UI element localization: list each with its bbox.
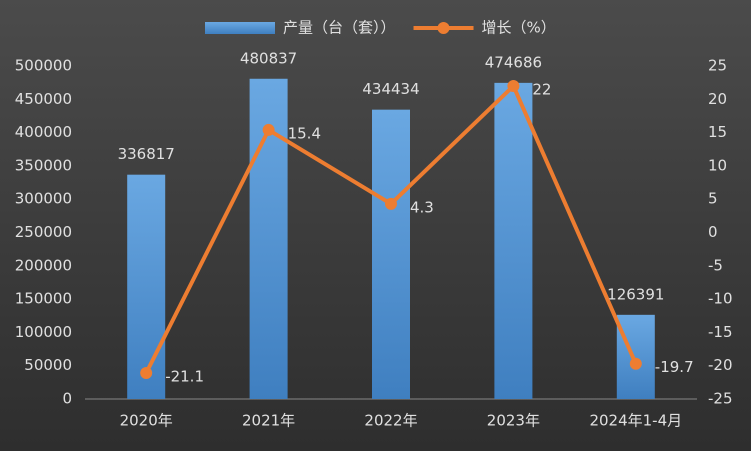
legend-swatch bbox=[205, 22, 275, 34]
bar-value-label: 126391 bbox=[607, 285, 664, 303]
line-value-label: -19.7 bbox=[655, 358, 694, 376]
y2-tick-label: 20 bbox=[708, 90, 727, 108]
y-tick-label: 100000 bbox=[15, 323, 72, 341]
legend-label: 产量（台（套）） bbox=[283, 19, 396, 37]
legend-swatch bbox=[437, 22, 450, 34]
line-value-label: -21.1 bbox=[165, 368, 204, 386]
x-tick-label: 2020年 bbox=[120, 412, 173, 430]
line-point bbox=[507, 79, 520, 92]
y-tick-label: 250000 bbox=[15, 223, 72, 241]
line-point bbox=[140, 367, 153, 380]
x-tick-label: 2021年 bbox=[242, 412, 295, 430]
bar-value-label: 336817 bbox=[118, 145, 175, 163]
x-tick-label: 2022年 bbox=[364, 412, 417, 430]
line-point bbox=[629, 357, 642, 370]
y-tick-label: 0 bbox=[62, 390, 72, 408]
y2-tick-label: -20 bbox=[708, 356, 733, 374]
bar bbox=[494, 82, 533, 399]
bar bbox=[372, 109, 410, 399]
y-tick-label: 350000 bbox=[15, 156, 72, 174]
y-tick-label: 200000 bbox=[15, 256, 72, 274]
legend-label: 增长（%） bbox=[482, 19, 556, 37]
bar bbox=[616, 314, 655, 399]
x-tick-label: 2023年 bbox=[487, 412, 540, 430]
y-tick-label: 150000 bbox=[15, 290, 72, 308]
line-value-label: 4.3 bbox=[410, 198, 434, 216]
y2-tick-label: -5 bbox=[708, 256, 723, 274]
y-tick-label: 400000 bbox=[15, 123, 72, 141]
bar-value-label: 474686 bbox=[485, 53, 542, 71]
y2-tick-label: 0 bbox=[708, 223, 718, 241]
bar-value-label: 480837 bbox=[240, 49, 297, 67]
y2-tick-label: 10 bbox=[708, 156, 727, 174]
y-tick-label: 300000 bbox=[15, 190, 72, 208]
line-point bbox=[385, 197, 397, 210]
y2-tick-label: 25 bbox=[708, 57, 727, 75]
line-value-label: 15.4 bbox=[288, 124, 321, 142]
x-tick-label: 2024年1-4月 bbox=[589, 412, 682, 430]
y2-tick-label: 5 bbox=[708, 190, 718, 208]
y-tick-label: 450000 bbox=[15, 90, 72, 108]
y2-tick-label: -15 bbox=[708, 323, 733, 341]
bar bbox=[127, 174, 166, 399]
line-point bbox=[262, 123, 275, 136]
bar-value-label: 434434 bbox=[362, 80, 419, 98]
y-tick-label: 500000 bbox=[15, 57, 72, 75]
y2-tick-label: -10 bbox=[708, 290, 733, 308]
y-tick-label: 50000 bbox=[24, 356, 72, 374]
line-value-label: 22 bbox=[532, 80, 551, 98]
y2-tick-label: 15 bbox=[708, 123, 727, 141]
y2-tick-label: -25 bbox=[708, 390, 733, 408]
